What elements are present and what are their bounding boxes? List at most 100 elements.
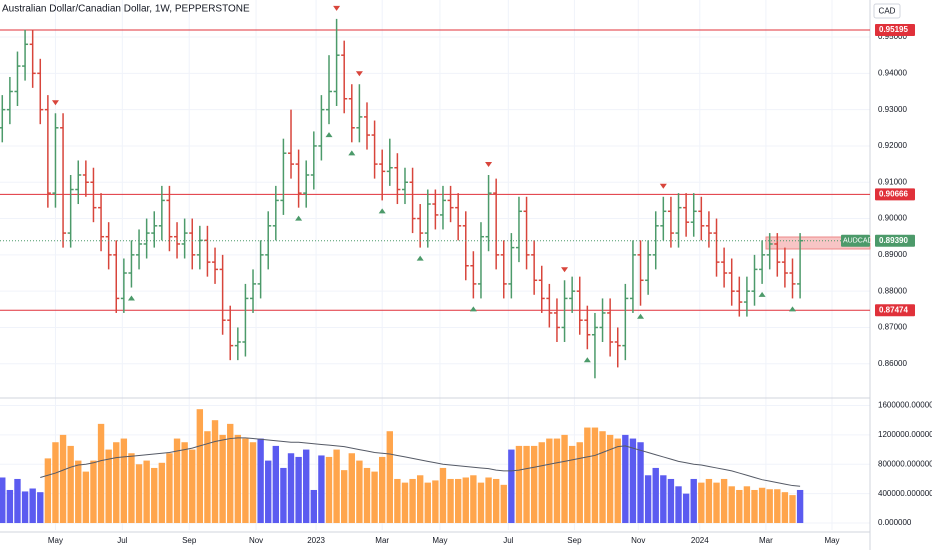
level-label: 0.95195 <box>879 25 908 34</box>
volume-bar <box>394 478 401 524</box>
marker-up <box>416 255 424 261</box>
volume-bar <box>158 462 166 524</box>
level-label-box <box>875 304 915 317</box>
level-label: 0.90666 <box>879 189 908 198</box>
volume-bar <box>591 427 599 524</box>
volume-bar <box>303 449 310 524</box>
marker-down <box>355 71 363 77</box>
grid <box>0 0 870 530</box>
volume-bar <box>227 423 234 524</box>
x-tick-label: May <box>432 536 447 545</box>
volume-bar <box>234 434 242 524</box>
x-tick-label: Mar <box>759 536 773 545</box>
labels: 0.86000 0.87000 0.88000 0.89000 0.90000 0.910… <box>48 23 932 545</box>
x-tick-label: Nov <box>631 536 645 545</box>
x-tick-label: 2024 <box>691 536 709 545</box>
volume-bar <box>796 489 804 524</box>
volume-bar <box>52 442 59 524</box>
x-tick-label: Jul <box>117 536 127 545</box>
volume-bar <box>242 438 249 524</box>
volume-bar <box>743 486 751 524</box>
y-tick-label: 0.93000 <box>878 105 907 114</box>
volume-bar <box>508 449 515 524</box>
volume-bar <box>614 438 621 524</box>
volume-bar <box>454 478 462 524</box>
volume-bar <box>204 431 211 524</box>
volume-bar <box>379 456 386 524</box>
marker-up <box>325 132 333 138</box>
volume-bar <box>143 460 150 524</box>
volume-bar <box>637 442 644 524</box>
currency[interactable]: CAD <box>879 7 896 16</box>
volume-bar <box>682 493 690 524</box>
volume-bar <box>211 420 219 524</box>
volume-bar <box>758 487 766 524</box>
marker-down <box>51 100 59 106</box>
volume-bar <box>363 467 371 524</box>
volume-bar <box>310 489 317 524</box>
marker-down <box>333 5 341 11</box>
volume-bar <box>189 449 196 524</box>
volume-bar <box>0 477 6 524</box>
volume-bar <box>128 453 135 524</box>
marker-up <box>583 357 591 363</box>
volume-bar <box>781 492 789 524</box>
marker-up <box>378 208 386 214</box>
volume-bar <box>257 438 264 524</box>
volume-bar <box>90 460 97 524</box>
volume-bar <box>386 431 393 524</box>
x-tick-label: Sep <box>182 536 197 545</box>
volume-bar <box>295 456 302 524</box>
volume-bar <box>720 478 728 524</box>
volume-tick-label: 0.000000 <box>878 518 912 527</box>
volume-ma-line <box>40 437 801 487</box>
y-tick-label: 0.92000 <box>878 141 907 150</box>
marker-up <box>127 295 135 301</box>
volume-bar <box>21 491 29 524</box>
volume-bar <box>675 486 682 524</box>
volume-bar <box>789 495 796 524</box>
volume-bar <box>515 445 523 524</box>
volume-bar <box>44 458 52 524</box>
x-tick-label: Jul <box>503 536 513 545</box>
volume-bar <box>135 464 143 524</box>
marker-up <box>469 306 477 312</box>
level-label-box <box>875 188 915 201</box>
volume-bar <box>113 442 120 524</box>
volume-bar <box>660 475 667 524</box>
volume-bar <box>546 438 553 524</box>
volume-bar <box>348 453 355 524</box>
y-tick-label: 0.88000 <box>878 286 907 295</box>
symbol-label: AUDCAD <box>843 238 873 245</box>
volume-bar <box>265 460 272 524</box>
volume-bar <box>356 460 363 524</box>
symbol-box <box>841 234 870 247</box>
volume-bar <box>576 442 583 524</box>
currency-box[interactable] <box>873 3 901 19</box>
volume-bar <box>120 438 128 524</box>
volume-bar <box>59 434 67 524</box>
volume-bar <box>37 492 44 524</box>
volume-bar <box>690 478 697 524</box>
marker-down <box>485 161 493 167</box>
volume-bar <box>29 488 36 524</box>
volume-bar <box>713 482 720 524</box>
volume-bar <box>698 482 705 524</box>
volume-bar <box>774 489 781 524</box>
volume-tick-label: 1600000.000000 <box>878 401 932 410</box>
volume-bar <box>538 442 545 524</box>
volume-tick-label: 800000.000000 <box>878 459 932 468</box>
volume-bar <box>561 434 568 524</box>
marker-up <box>637 313 645 319</box>
x-tick-label: 2023 <box>307 536 325 545</box>
volume-bar <box>287 453 295 524</box>
volume-bar <box>667 478 675 524</box>
last-price-label: 0.89390 <box>879 236 908 245</box>
volume-bar <box>470 475 477 524</box>
volume-bar <box>530 445 538 524</box>
x-tick-label: May <box>48 536 63 545</box>
volume-bar <box>751 489 758 524</box>
volume-bar <box>523 445 530 524</box>
x-tick-label: May <box>824 536 839 545</box>
